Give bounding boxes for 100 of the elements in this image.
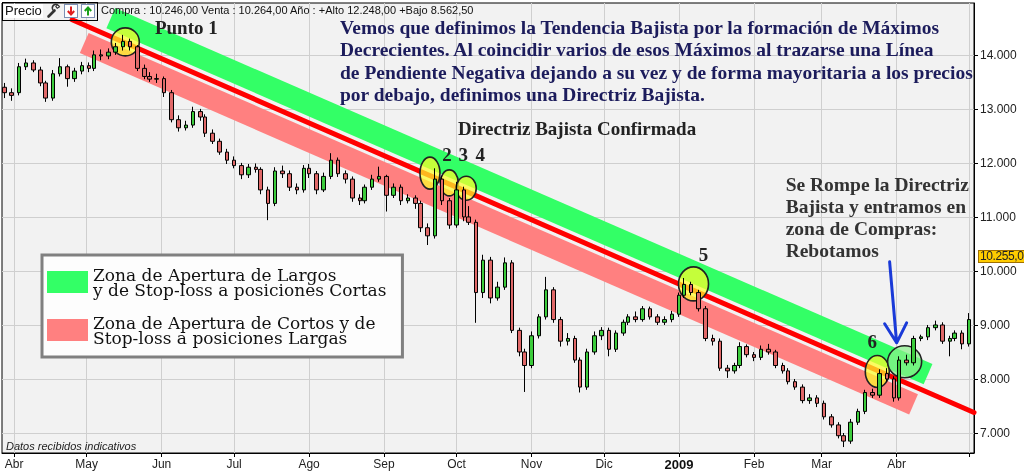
x-tick-label: Abr: [4, 457, 24, 471]
candlestick: [121, 34, 125, 52]
y-tick-label: 11.000: [980, 209, 1017, 224]
candlestick: [391, 182, 396, 199]
annotation: Se Rompe la Directriz Bajista y entramos en zona de Compras: Rebotamos: [785, 173, 969, 262]
candlestick: [607, 327, 611, 357]
candlestick: [822, 400, 826, 421]
x-tick-label: Mar: [811, 457, 833, 471]
candlestick: [184, 120, 188, 131]
candlestick: [904, 354, 909, 366]
candlestick: [454, 181, 459, 229]
x-tick-label: Jun: [151, 457, 172, 471]
candlestick: [321, 172, 326, 193]
candlestick: [295, 182, 299, 195]
candlestick: [863, 389, 867, 415]
candlestick: [225, 148, 229, 165]
candlestick: [759, 345, 763, 361]
candlestick: [752, 351, 756, 362]
candlestick: [154, 73, 159, 84]
candlestick: [689, 281, 693, 296]
candlestick: [113, 42, 118, 56]
annotation: Datos recibidos indicativos: [6, 440, 137, 453]
candlestick: [926, 324, 930, 341]
candlestick: [848, 418, 853, 445]
candlestick: [176, 114, 181, 133]
candlestick: [258, 166, 263, 195]
candlestick: [314, 170, 319, 195]
legend-label: Zona de Apertura de Cortos y de Stop-loss a posiciones Largas: [93, 312, 376, 348]
candlestick: [406, 193, 410, 204]
candlestick: [280, 165, 285, 179]
annotation: 4: [475, 144, 485, 166]
candlestick: [9, 87, 14, 102]
legend-label: Zona de Apertura de Largos y de Stop-loss a posiciones Cortas: [92, 264, 387, 300]
candlestick: [495, 281, 500, 302]
chart-title: Precio: [4, 3, 43, 18]
y-tick-label: 9.000: [980, 317, 1011, 332]
candlestick: [696, 289, 701, 312]
candlestick: [232, 155, 236, 169]
candlestick: [662, 315, 667, 326]
candlestick: [128, 38, 132, 52]
candlestick: [80, 61, 84, 75]
candlestick: [287, 169, 292, 192]
candlestick: [474, 219, 478, 324]
annotation: Directriz Bajista Confirmada: [458, 118, 697, 139]
candlestick: [350, 175, 355, 203]
candlestick: [239, 162, 244, 180]
annotation: 3: [458, 143, 469, 165]
candlestick: [911, 335, 916, 366]
text: 10.255,0: [978, 249, 1024, 263]
candlestick: [800, 383, 805, 404]
candlestick: [614, 329, 618, 353]
y-tick-label: 12.000: [980, 155, 1018, 170]
candlestick: [162, 75, 166, 98]
candlestick: [558, 316, 563, 348]
candlestick: [585, 348, 589, 391]
candlestick: [106, 47, 111, 60]
candlestick: [566, 332, 570, 346]
candlestick: [384, 174, 389, 213]
annotation: Punto 1: [154, 16, 218, 38]
candlestick: [648, 306, 652, 321]
candlestick: [967, 312, 971, 348]
candlestick: [329, 152, 333, 180]
candlestick: [433, 167, 437, 240]
x-tick-label: Dic: [595, 457, 613, 471]
y-tick-label: 7.000: [980, 426, 1011, 441]
candlestick: [217, 138, 222, 156]
candlestick: [503, 256, 507, 291]
x-tick-label: May: [75, 457, 98, 471]
candlestick: [447, 197, 452, 230]
x-tick-label: Ago: [298, 457, 321, 471]
candlestick: [425, 222, 430, 246]
candlestick: [362, 184, 367, 204]
candlestick: [793, 378, 797, 391]
candlestick: [960, 329, 964, 350]
candlestick: [718, 337, 722, 372]
candlestick: [870, 388, 875, 399]
candlestick: [488, 256, 493, 304]
candlestick: [266, 186, 270, 221]
x-tick-label: Nov: [520, 457, 543, 471]
candlestick: [815, 394, 819, 408]
y-tick-label: 14.000: [980, 47, 1018, 62]
candlestick: [773, 349, 778, 369]
candlestick: [99, 48, 103, 61]
annotation: 5: [698, 243, 709, 265]
candlestick: [877, 368, 882, 399]
candlestick: [940, 321, 945, 345]
x-tick-label: Abr: [887, 457, 906, 471]
candlestick: [744, 343, 749, 358]
x-tick-label: 2009: [664, 457, 694, 472]
candlestick: [343, 169, 348, 184]
candlestick: [885, 367, 889, 383]
candlestick: [537, 313, 541, 339]
x-tick-label: Feb: [743, 457, 765, 471]
candlestick: [336, 157, 340, 178]
candlestick: [529, 330, 534, 369]
candlestick: [17, 62, 21, 96]
candlestick: [510, 259, 514, 334]
x-tick-label: Oct: [447, 457, 467, 471]
candlestick: [135, 44, 140, 72]
x-tick-label: Jul: [226, 457, 242, 471]
